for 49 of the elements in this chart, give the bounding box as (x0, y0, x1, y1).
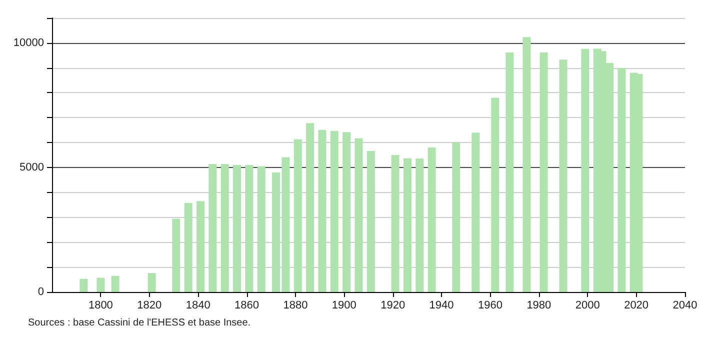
bar (354, 138, 363, 292)
x-tick-label: 1940 (429, 300, 454, 312)
bar (366, 151, 375, 292)
bar (257, 166, 266, 292)
x-tick-label: 1880 (283, 300, 308, 312)
x-tick-label: 2000 (575, 300, 600, 312)
bar (506, 52, 514, 292)
bar (196, 201, 205, 292)
bar (96, 278, 105, 292)
x-tick-label: 1980 (526, 300, 552, 312)
bar (342, 132, 351, 292)
bar (294, 139, 302, 292)
bar (330, 130, 338, 292)
bar (184, 202, 192, 292)
bar (540, 52, 548, 292)
y-tick-label: 0 (38, 286, 44, 298)
bar (491, 98, 500, 292)
bar (403, 158, 412, 292)
bar (391, 155, 400, 292)
x-tick-label: 1900 (332, 300, 356, 312)
x-tick-label: 1800 (88, 300, 113, 312)
x-tick-label: 1960 (478, 300, 502, 312)
x-tick-label: 2040 (672, 300, 698, 312)
bar (618, 68, 626, 292)
x-tick-label: 1820 (137, 300, 162, 312)
bar (581, 48, 590, 292)
y-tick-label: 10000 (13, 36, 44, 49)
x-tick-label: 1840 (186, 300, 210, 312)
bar (148, 273, 156, 292)
bar (318, 130, 326, 292)
bar (522, 37, 531, 292)
bar (416, 158, 424, 292)
x-tick-label: 1920 (380, 300, 406, 312)
bar (472, 132, 480, 292)
bar (233, 164, 242, 292)
bar (452, 142, 460, 292)
bar (428, 148, 436, 292)
bar (559, 60, 568, 292)
source-note: Sources : base Cassini de l'EHESS et base Insee. (28, 318, 251, 328)
y-tick-label: 5000 (20, 161, 44, 174)
bar (220, 164, 229, 292)
bar (245, 164, 254, 292)
bar (111, 276, 120, 292)
x-tick-label: 2020 (624, 300, 649, 312)
bar (306, 123, 314, 292)
bar (80, 278, 88, 292)
x-tick-label: 1860 (234, 300, 260, 312)
bar (208, 164, 217, 292)
bar (172, 218, 180, 292)
